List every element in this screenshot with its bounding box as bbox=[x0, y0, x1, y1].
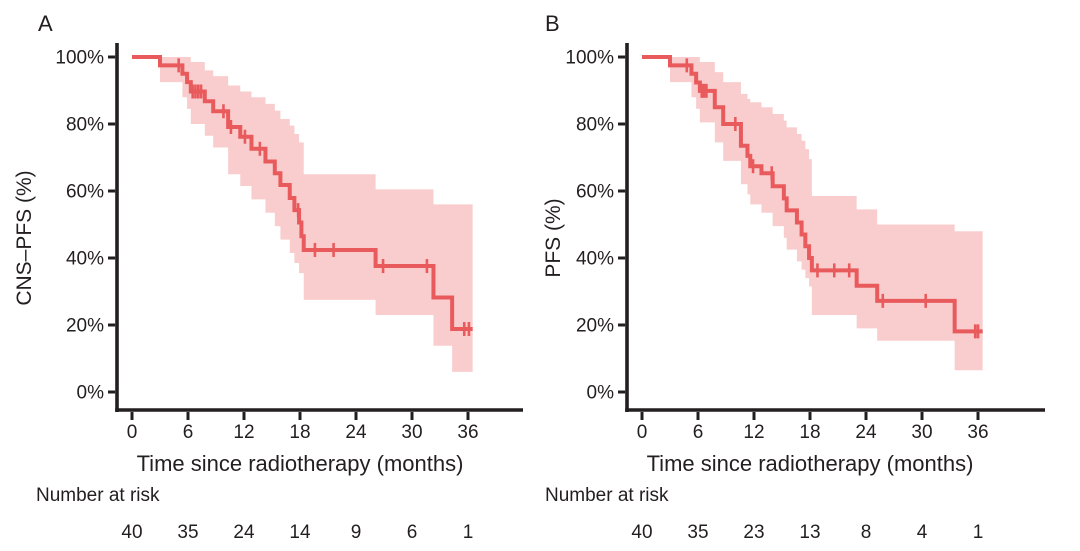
risk-count: 40 bbox=[631, 522, 652, 543]
risk-count: 14 bbox=[289, 522, 311, 543]
y-tick-label: 0% bbox=[587, 383, 615, 404]
x-tick-label: 0 bbox=[127, 422, 138, 443]
x-tick-label: 6 bbox=[183, 422, 194, 443]
y-tick-label: 60% bbox=[576, 182, 614, 203]
x-tick-label: 18 bbox=[799, 422, 820, 443]
number-at-risk-label: Number at risk bbox=[36, 485, 160, 506]
y-tick-label: 40% bbox=[576, 249, 614, 270]
panel-cns-pfs: A CNS–PFS (%) 0 6 12 18 24 30 36 100% 80% 60% 40% 2… bbox=[13, 11, 523, 543]
y-tick-label: 80% bbox=[576, 115, 614, 136]
risk-count: 35 bbox=[177, 522, 198, 543]
x-tick-label: 30 bbox=[401, 422, 422, 443]
confidence-band bbox=[132, 57, 473, 372]
x-tick-label: 36 bbox=[967, 422, 988, 443]
risk-count: 13 bbox=[799, 522, 820, 543]
x-tick-label: 24 bbox=[345, 422, 367, 443]
y-tick-label: 100% bbox=[565, 48, 614, 69]
risk-count: 23 bbox=[743, 522, 764, 543]
x-axis-label: Time since radiotherapy (months) bbox=[646, 451, 974, 476]
risk-count: 1 bbox=[973, 522, 984, 543]
risk-count: 35 bbox=[687, 522, 708, 543]
x-tick-label: 36 bbox=[457, 422, 478, 443]
panel-pfs: B PFS (%) 0 6 12 18 24 30 36 100% 80% 60% 40% 20% 0%… bbox=[540, 0, 1080, 551]
risk-count: 1 bbox=[463, 522, 474, 543]
number-at-risk-label: Number at risk bbox=[545, 485, 669, 506]
y-tick-label: 0% bbox=[77, 383, 105, 404]
panel-letter-b: B bbox=[545, 11, 561, 36]
y-tick-label: 80% bbox=[66, 115, 104, 136]
km-chart-canvas: 0 6 12 18 24 30 36 100% 80% 60% 40% 20% 0% 40 35 23 13 8 4… bbox=[565, 43, 1045, 543]
x-tick-label: 0 bbox=[637, 422, 648, 443]
risk-count: 24 bbox=[233, 522, 255, 543]
y-tick-label: 20% bbox=[576, 316, 614, 337]
confidence-band bbox=[642, 57, 983, 371]
risk-count: 6 bbox=[407, 522, 418, 543]
y-tick-label: 40% bbox=[66, 249, 104, 270]
y-tick-label: 60% bbox=[66, 182, 104, 203]
km-chart-canvas: 0 6 12 18 24 30 36 100% 80% 60% 40% 20% 0% 40 35 24 14 9 6… bbox=[55, 43, 523, 543]
risk-count: 8 bbox=[861, 522, 872, 543]
x-axis-label: Time since radiotherapy (months) bbox=[136, 451, 464, 476]
panel-letter-a: A bbox=[38, 11, 54, 36]
x-tick-label: 12 bbox=[743, 422, 764, 443]
y-tick-label: 100% bbox=[55, 48, 104, 69]
x-tick-label: 6 bbox=[693, 422, 704, 443]
x-tick-label: 18 bbox=[289, 422, 310, 443]
x-tick-label: 30 bbox=[911, 422, 932, 443]
risk-count: 9 bbox=[351, 522, 362, 543]
y-tick-label: 20% bbox=[66, 316, 104, 337]
risk-count: 4 bbox=[917, 522, 928, 543]
risk-count: 40 bbox=[121, 522, 142, 543]
x-tick-label: 12 bbox=[233, 422, 254, 443]
x-tick-label: 24 bbox=[855, 422, 877, 443]
